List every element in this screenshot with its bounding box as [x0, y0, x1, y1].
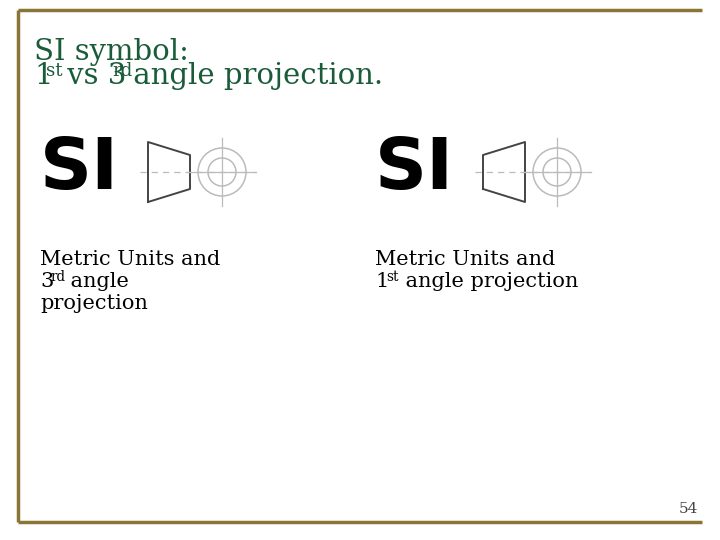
- Text: SI symbol:: SI symbol:: [34, 38, 189, 66]
- Text: 3: 3: [40, 272, 53, 291]
- Text: SI: SI: [40, 136, 119, 205]
- Text: 54: 54: [679, 502, 698, 516]
- Text: 1: 1: [375, 272, 388, 291]
- Text: rd: rd: [51, 270, 66, 284]
- Text: angle projection: angle projection: [399, 272, 578, 291]
- Text: 1: 1: [34, 62, 53, 90]
- Text: vs 3: vs 3: [58, 62, 127, 90]
- Text: angle: angle: [64, 272, 129, 291]
- Text: Metric Units and: Metric Units and: [40, 250, 220, 269]
- Text: Metric Units and: Metric Units and: [375, 250, 555, 269]
- Text: angle projection.: angle projection.: [124, 62, 383, 90]
- Text: rd: rd: [112, 62, 132, 80]
- Text: SI: SI: [375, 136, 454, 205]
- Text: st: st: [46, 62, 63, 80]
- Text: st: st: [386, 270, 398, 284]
- Text: projection: projection: [40, 294, 148, 313]
